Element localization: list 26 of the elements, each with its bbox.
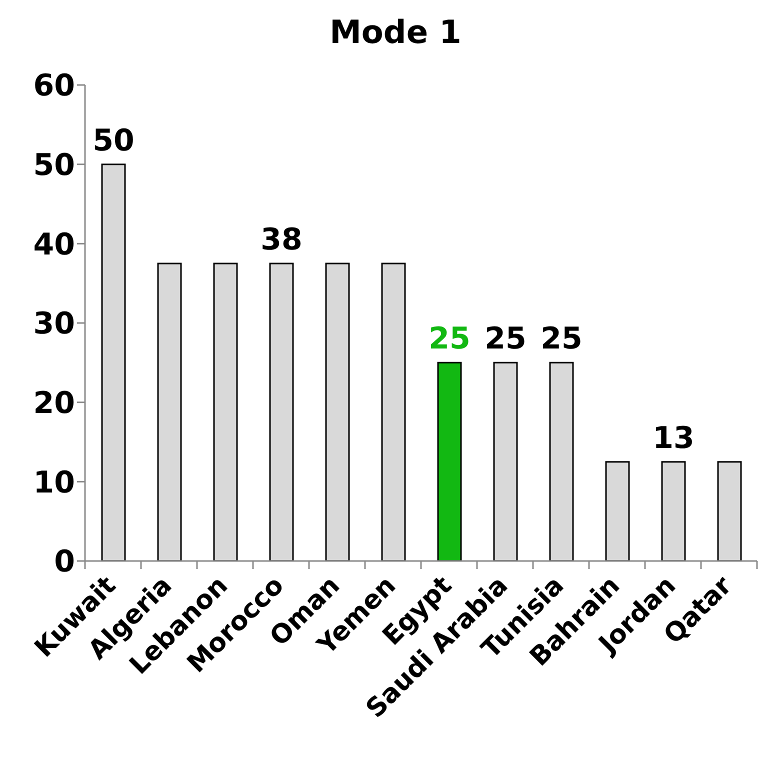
- bar: [381, 262, 406, 561]
- data-label: 25: [428, 322, 470, 357]
- data-label: 50: [92, 123, 134, 158]
- bar: [549, 362, 574, 561]
- y-tick-label: 30: [33, 306, 75, 342]
- data-label: 13: [652, 420, 694, 456]
- chart-title: Mode 1: [328, 12, 462, 53]
- bar: [605, 461, 630, 561]
- y-tick-label: 20: [33, 386, 75, 421]
- data-label: 38: [260, 222, 302, 258]
- bar: [493, 362, 518, 561]
- data-label: 25: [484, 322, 526, 357]
- bar: [213, 262, 238, 561]
- y-tick-label: 40: [33, 227, 75, 262]
- data-label: 25: [540, 322, 582, 357]
- bar: [269, 262, 294, 561]
- bar: [717, 461, 742, 561]
- bar: [661, 461, 686, 561]
- y-tick-label: 60: [33, 68, 75, 104]
- bar: [325, 262, 350, 561]
- bar: [437, 362, 462, 561]
- bar: [101, 164, 126, 561]
- y-tick-label: 10: [33, 465, 75, 500]
- y-tick-label: 0: [54, 544, 75, 580]
- y-tick-label: 50: [33, 148, 75, 183]
- bar: [157, 262, 182, 561]
